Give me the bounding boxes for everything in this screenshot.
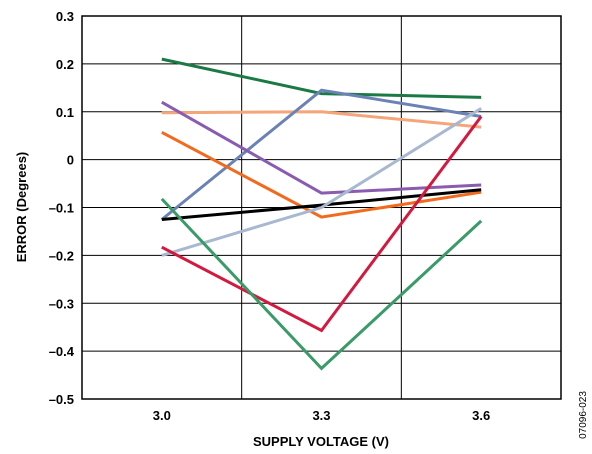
series-line-8 <box>161 115 483 333</box>
x-tick-label: 3.0 <box>153 408 171 423</box>
y-tick-label: –0.1 <box>49 201 74 216</box>
series-lines <box>160 57 483 371</box>
y-tick-label: –0.4 <box>49 344 75 359</box>
plot-frame <box>81 15 562 400</box>
y-tick-label: –0.2 <box>49 248 74 263</box>
y-tick-label: 0.2 <box>56 57 74 72</box>
series-line-9 <box>160 197 483 371</box>
series-line-7 <box>161 107 482 257</box>
series-line-2 <box>161 110 482 129</box>
y-tick-label: 0 <box>67 153 74 168</box>
y-tick-label: –0.3 <box>49 296 74 311</box>
x-axis-title: SUPPLY VOLTAGE (V) <box>253 434 389 449</box>
x-tick-label: 3.3 <box>312 408 330 423</box>
y-tick-labels: 0.3 0.2 0.1 0 –0.1 –0.2 –0.3 –0.4 –0.5 <box>49 9 75 407</box>
y-tick-label: 0.1 <box>56 105 74 120</box>
series-line-6 <box>161 188 482 221</box>
series-line-5 <box>161 130 482 219</box>
x-tick-labels: 3.0 3.3 3.6 <box>153 408 490 423</box>
series-line-3 <box>160 88 482 221</box>
figure-id: 07096-023 <box>578 391 589 439</box>
y-axis-title: ERROR (Degrees) <box>14 152 29 263</box>
series-line-1 <box>161 57 482 99</box>
y-tick-label: 0.3 <box>56 9 74 24</box>
y-tick-label: –0.5 <box>49 392 74 407</box>
x-tick-label: 3.6 <box>472 408 490 423</box>
